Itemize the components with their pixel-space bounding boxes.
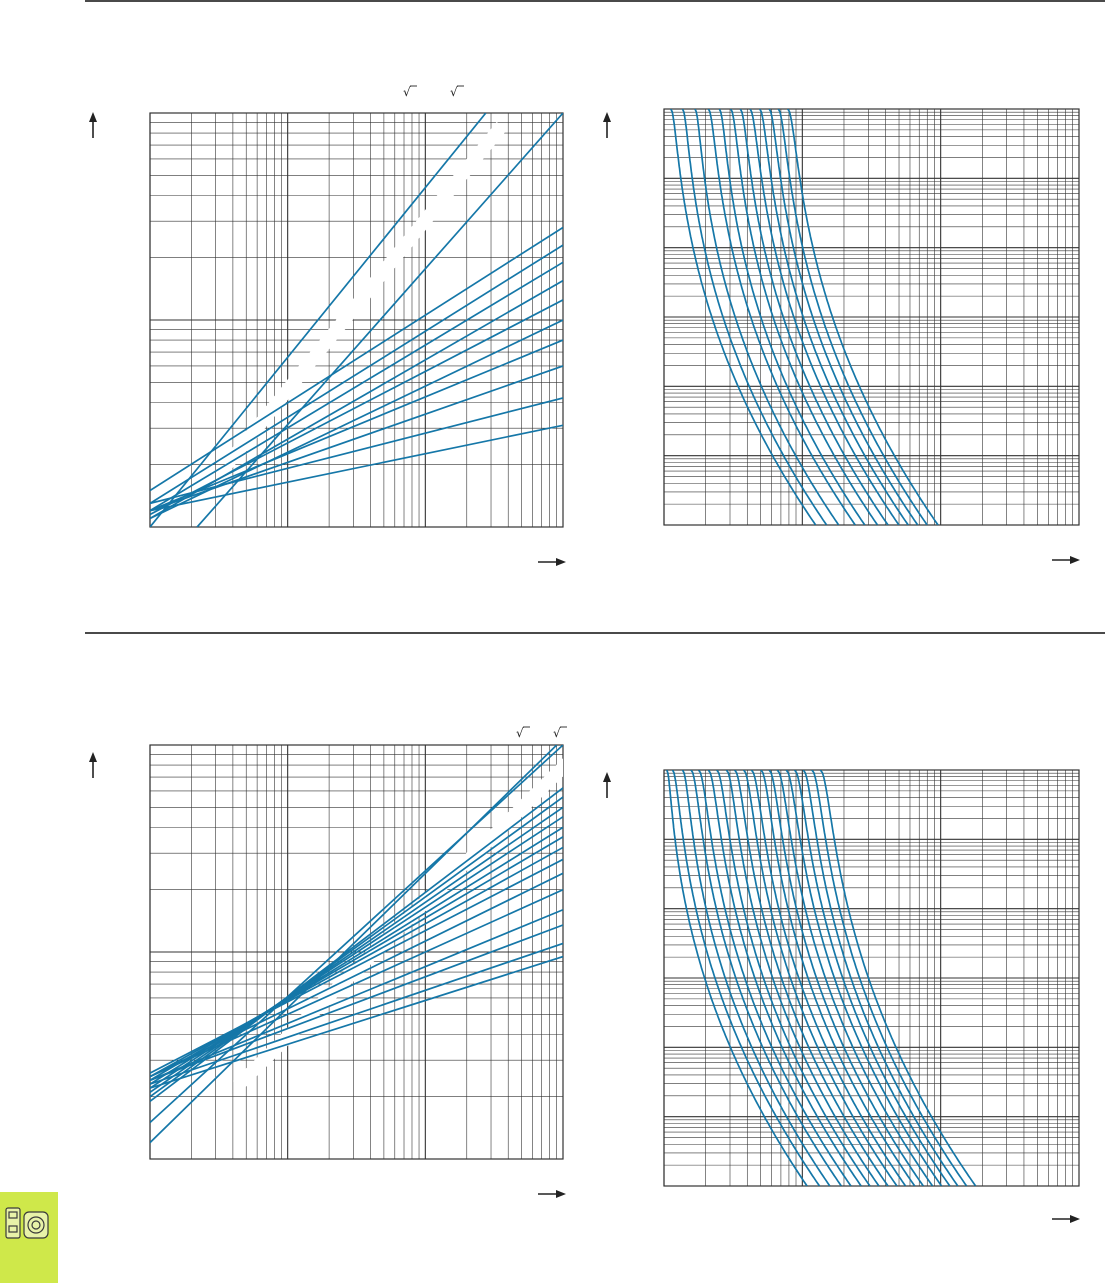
series-line-7 bbox=[150, 299, 563, 516]
series-curve-5 bbox=[718, 109, 866, 525]
series-curve-4 bbox=[707, 109, 856, 525]
series-line-13 bbox=[150, 908, 563, 1082]
middle-rule bbox=[85, 632, 1105, 634]
series-curve-12 bbox=[760, 770, 916, 1186]
y-axis-arrowhead bbox=[603, 112, 611, 122]
series-curve-14 bbox=[776, 770, 934, 1186]
series-line-2 bbox=[150, 745, 563, 1124]
series-line-1 bbox=[150, 745, 558, 1144]
series-curve-6 bbox=[707, 770, 862, 1186]
series-curve-8 bbox=[749, 109, 900, 525]
series-curve-8 bbox=[725, 770, 880, 1186]
series-curve-9 bbox=[734, 770, 889, 1186]
series-curve-15 bbox=[785, 770, 943, 1186]
series-line-7 bbox=[150, 826, 563, 1085]
y-axis-arrowhead bbox=[89, 112, 97, 122]
series-line-12 bbox=[150, 888, 563, 1078]
series-curve-18 bbox=[811, 770, 968, 1186]
series-line-11 bbox=[150, 872, 563, 1078]
series-curve-10 bbox=[743, 770, 898, 1186]
series-curve-7 bbox=[739, 109, 889, 525]
series-line-10 bbox=[150, 858, 563, 1074]
x-axis-arrowhead bbox=[556, 1190, 566, 1198]
plot-frame bbox=[663, 769, 1080, 1187]
series-curve-5 bbox=[697, 770, 852, 1186]
series-curve-13 bbox=[768, 770, 924, 1186]
series-line-4 bbox=[150, 244, 563, 505]
sqrt-annotation: √ bbox=[516, 726, 524, 740]
plot-frame bbox=[149, 744, 564, 1160]
series-curve-1 bbox=[670, 109, 817, 525]
series-curve-12 bbox=[787, 109, 939, 525]
grid bbox=[663, 770, 1079, 1187]
y-axis-arrowhead bbox=[89, 752, 97, 762]
series-curve-2 bbox=[671, 770, 821, 1186]
x-axis-arrowhead bbox=[556, 558, 566, 566]
series-curve-11 bbox=[750, 770, 907, 1186]
series-curve-10 bbox=[768, 109, 919, 525]
grid bbox=[663, 109, 1079, 526]
series-line-8 bbox=[150, 836, 563, 1082]
series-line-9 bbox=[150, 339, 563, 512]
sqrt-annotation: √ bbox=[450, 85, 458, 99]
y-axis-arrowhead bbox=[603, 772, 611, 782]
series-curve-11 bbox=[777, 109, 928, 525]
series-curve-4 bbox=[690, 770, 842, 1186]
series-line-16 bbox=[150, 955, 563, 1089]
series-curve-6 bbox=[729, 109, 879, 525]
series-curve-1 bbox=[665, 770, 808, 1186]
grid bbox=[149, 113, 563, 528]
sqrt-annotation: √ bbox=[403, 85, 411, 99]
x-axis-arrowhead bbox=[1070, 1215, 1080, 1223]
section-tab bbox=[0, 1192, 58, 1283]
series-line-1 bbox=[150, 113, 487, 527]
series-line-3 bbox=[150, 787, 563, 1102]
x-axis-arrowhead bbox=[1070, 556, 1080, 564]
series-curve-2 bbox=[681, 109, 828, 525]
series-curve-17 bbox=[802, 770, 959, 1186]
series-line-14 bbox=[150, 924, 563, 1082]
sqrt-annotation: √ bbox=[553, 726, 561, 740]
series-line-3 bbox=[150, 226, 563, 492]
series-curve-16 bbox=[793, 770, 951, 1186]
fuse-holder-icon bbox=[5, 1207, 49, 1239]
series-curve-19 bbox=[819, 770, 977, 1186]
series-line-4 bbox=[150, 796, 563, 1098]
series-line-15 bbox=[150, 942, 563, 1085]
label-band bbox=[221, 121, 507, 470]
series-line-12 bbox=[150, 424, 563, 512]
plot-frame bbox=[663, 108, 1080, 526]
series-line-11 bbox=[150, 397, 563, 505]
series-curve-9 bbox=[758, 109, 909, 525]
series-curve-3 bbox=[681, 770, 831, 1186]
series-curve-7 bbox=[716, 770, 871, 1186]
top-rule bbox=[85, 0, 1105, 2]
series-line-5 bbox=[150, 261, 563, 512]
series-curve-3 bbox=[694, 109, 840, 525]
